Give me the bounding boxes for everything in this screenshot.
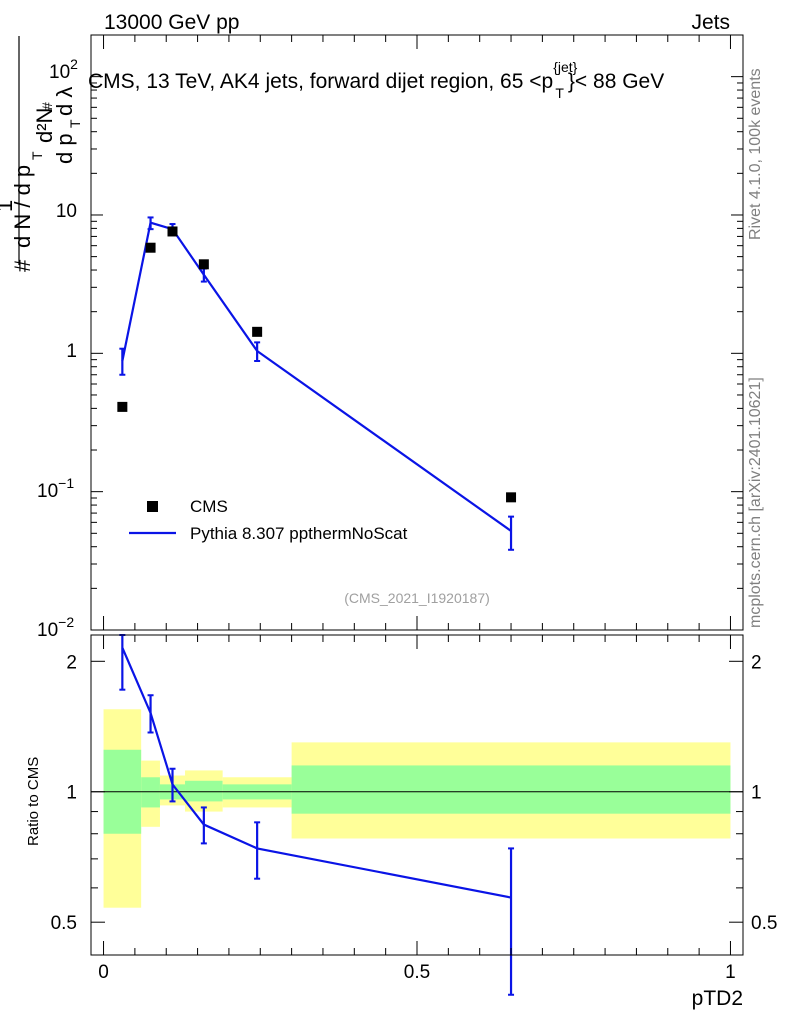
ylabel-denominator: d N / d p bbox=[10, 165, 35, 248]
cms-point-4 bbox=[252, 326, 263, 337]
chart-title: CMS, 13 TeV, AK4 jets, forward dijet reg… bbox=[88, 59, 664, 101]
ylabel-sub-t-2: T bbox=[67, 119, 83, 128]
upper-y-tick-labels: 102 10 1 10−1 10−2 bbox=[37, 56, 78, 641]
ylabel-one: 1 bbox=[0, 200, 17, 212]
title-sub: T bbox=[555, 85, 564, 101]
mc-line-upper bbox=[121, 221, 512, 532]
ytick-label-0.1: 10−1 bbox=[37, 475, 74, 502]
ratio-y-axis-label: Ratio to CMS bbox=[25, 757, 42, 846]
ratio-ytick-label-right-1: 1 bbox=[751, 783, 762, 804]
ratio-uncertainty-bands bbox=[103, 709, 731, 908]
xtick-label-1: 0.5 bbox=[404, 962, 430, 983]
header-right: Jets bbox=[691, 11, 730, 34]
title-main: CMS, 13 TeV, AK4 jets, forward dijet reg… bbox=[88, 70, 553, 93]
ylabel-dlambda: d λ bbox=[52, 87, 77, 116]
mc-line-ratio bbox=[121, 647, 512, 899]
analysis-watermark: (CMS_2021_I1920187) bbox=[344, 590, 490, 606]
ytick-label-0.01: 10−2 bbox=[37, 614, 74, 641]
xtick-label-0: 0 bbox=[98, 962, 109, 983]
mcplots-label: mcplots.cern.ch [arXiv:2401.10621] bbox=[747, 377, 764, 628]
legend-label-mc: Pythia 8.307 ppthermNoScat bbox=[190, 524, 408, 543]
axes-layer: 0.5 0.5 1 1 2 2 0 0.5 1 bbox=[51, 34, 777, 983]
upper-plot-frame bbox=[90, 34, 744, 631]
series-layer bbox=[117, 216, 517, 996]
header-left: 13000 GeV pp bbox=[104, 11, 239, 34]
ylabel-d2n: d²N bbox=[32, 108, 57, 143]
cms-point-0 bbox=[117, 401, 128, 412]
cms-point-3 bbox=[198, 259, 209, 270]
title-end: }< 88 GeV bbox=[568, 70, 664, 93]
ylabel-dpt: d p bbox=[52, 133, 77, 164]
band-inner-3 bbox=[185, 780, 223, 802]
x-axis-label: pTD2 bbox=[692, 987, 743, 1010]
xtick-label-2: 1 bbox=[725, 962, 736, 983]
band-inner-5 bbox=[291, 765, 731, 814]
ylabel-hash-2: # bbox=[39, 102, 55, 110]
legend-label-cms: CMS bbox=[190, 497, 228, 516]
ratio-ytick-label-left-2: 2 bbox=[66, 652, 77, 673]
ylabel-sub-t: T bbox=[29, 151, 45, 160]
ylabel-hash: # bbox=[10, 259, 35, 272]
title-sup: {jet} bbox=[553, 59, 577, 75]
legend-marker-cms bbox=[147, 501, 158, 512]
ytick-label-1: 1 bbox=[66, 341, 77, 362]
ratio-ytick-label-right-0: 0.5 bbox=[751, 913, 777, 934]
ytick-label-10: 10 bbox=[56, 201, 77, 222]
cms-point-5 bbox=[506, 492, 517, 503]
band-inner-1 bbox=[141, 777, 160, 808]
cms-point-2 bbox=[167, 226, 178, 237]
ratio-ytick-label-right-2: 2 bbox=[751, 652, 762, 673]
upper-y-axis-label: # d N / d p T 1 d²N # d p T d λ bbox=[0, 36, 83, 272]
ytick-label-100: 102 bbox=[49, 56, 78, 83]
cms-point-1 bbox=[145, 242, 156, 253]
ratio-ytick-label-left-1: 1 bbox=[66, 783, 77, 804]
legend: CMS Pythia 8.307 ppthermNoScat bbox=[129, 497, 408, 543]
ratio-ytick-label-left-0: 0.5 bbox=[51, 913, 77, 934]
rivet-label: Rivet 4.1.0, 100k events bbox=[747, 68, 764, 240]
